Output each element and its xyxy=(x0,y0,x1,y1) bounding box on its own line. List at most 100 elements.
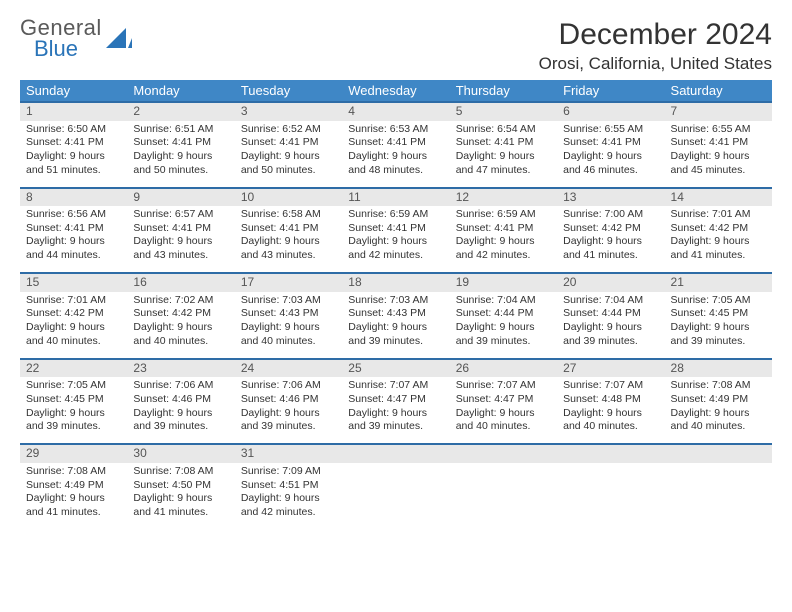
day-cell: 28Sunrise: 7:08 AMSunset: 4:49 PMDayligh… xyxy=(665,359,772,445)
sunset-line: Sunset: 4:42 PM xyxy=(563,222,658,236)
daylight-line2: and 44 minutes. xyxy=(26,249,121,263)
sunset-line: Sunset: 4:50 PM xyxy=(133,479,228,493)
daylight-line2: and 42 minutes. xyxy=(348,249,443,263)
day-number: 25 xyxy=(342,360,449,378)
daylight-line2: and 50 minutes. xyxy=(133,164,228,178)
day-cell: 29Sunrise: 7:08 AMSunset: 4:49 PMDayligh… xyxy=(20,444,127,529)
daylight-line1: Daylight: 9 hours xyxy=(133,321,228,335)
day-number: 18 xyxy=(342,274,449,292)
sunrise-line: Sunrise: 7:08 AM xyxy=(133,465,228,479)
day-header: Monday xyxy=(127,80,234,102)
sunset-line: Sunset: 4:41 PM xyxy=(348,222,443,236)
day-cell xyxy=(342,444,449,529)
day-body: Sunrise: 7:08 AMSunset: 4:49 PMDaylight:… xyxy=(665,377,772,443)
day-number: 4 xyxy=(342,103,449,121)
day-cell: 5Sunrise: 6:54 AMSunset: 4:41 PMDaylight… xyxy=(450,102,557,188)
day-body: Sunrise: 6:58 AMSunset: 4:41 PMDaylight:… xyxy=(235,206,342,272)
sunrise-line: Sunrise: 7:07 AM xyxy=(456,379,551,393)
day-number: 28 xyxy=(665,360,772,378)
daylight-line1: Daylight: 9 hours xyxy=(26,150,121,164)
sunrise-line: Sunrise: 6:56 AM xyxy=(26,208,121,222)
sunset-line: Sunset: 4:41 PM xyxy=(241,222,336,236)
daylight-line2: and 43 minutes. xyxy=(133,249,228,263)
daylight-line2: and 39 minutes. xyxy=(348,335,443,349)
day-cell xyxy=(665,444,772,529)
daylight-line1: Daylight: 9 hours xyxy=(26,492,121,506)
day-cell: 27Sunrise: 7:07 AMSunset: 4:48 PMDayligh… xyxy=(557,359,664,445)
daylight-line1: Daylight: 9 hours xyxy=(456,150,551,164)
sunset-line: Sunset: 4:45 PM xyxy=(671,307,766,321)
daylight-line2: and 41 minutes. xyxy=(26,506,121,520)
day-number: 5 xyxy=(450,103,557,121)
day-cell: 24Sunrise: 7:06 AMSunset: 4:46 PMDayligh… xyxy=(235,359,342,445)
day-cell: 8Sunrise: 6:56 AMSunset: 4:41 PMDaylight… xyxy=(20,188,127,274)
daylight-line1: Daylight: 9 hours xyxy=(456,407,551,421)
sunrise-line: Sunrise: 7:03 AM xyxy=(348,294,443,308)
sunrise-line: Sunrise: 7:09 AM xyxy=(241,465,336,479)
daylight-line2: and 40 minutes. xyxy=(456,420,551,434)
day-header-row: SundayMondayTuesdayWednesdayThursdayFrid… xyxy=(20,80,772,102)
day-number: 11 xyxy=(342,189,449,207)
day-header: Saturday xyxy=(665,80,772,102)
daylight-line2: and 47 minutes. xyxy=(456,164,551,178)
daylight-line1: Daylight: 9 hours xyxy=(563,321,658,335)
sunset-line: Sunset: 4:45 PM xyxy=(26,393,121,407)
day-body: Sunrise: 6:50 AMSunset: 4:41 PMDaylight:… xyxy=(20,121,127,187)
calendar-head: SundayMondayTuesdayWednesdayThursdayFrid… xyxy=(20,80,772,102)
logo-sail-icon xyxy=(106,26,132,55)
day-header: Tuesday xyxy=(235,80,342,102)
day-body: Sunrise: 7:07 AMSunset: 4:47 PMDaylight:… xyxy=(450,377,557,443)
daylight-line1: Daylight: 9 hours xyxy=(133,492,228,506)
daylight-line1: Daylight: 9 hours xyxy=(348,150,443,164)
sunrise-line: Sunrise: 6:59 AM xyxy=(456,208,551,222)
sunrise-line: Sunrise: 6:54 AM xyxy=(456,123,551,137)
day-cell: 7Sunrise: 6:55 AMSunset: 4:41 PMDaylight… xyxy=(665,102,772,188)
daylight-line2: and 39 minutes. xyxy=(348,420,443,434)
daylight-line2: and 39 minutes. xyxy=(241,420,336,434)
day-number: 24 xyxy=(235,360,342,378)
sunset-line: Sunset: 4:41 PM xyxy=(456,136,551,150)
day-body-empty xyxy=(342,463,449,529)
day-cell: 22Sunrise: 7:05 AMSunset: 4:45 PMDayligh… xyxy=(20,359,127,445)
calendar-table: SundayMondayTuesdayWednesdayThursdayFrid… xyxy=(20,80,772,529)
day-body: Sunrise: 7:04 AMSunset: 4:44 PMDaylight:… xyxy=(557,292,664,358)
location-label: Orosi, California, United States xyxy=(539,54,772,74)
daylight-line2: and 40 minutes. xyxy=(241,335,336,349)
day-body: Sunrise: 6:57 AMSunset: 4:41 PMDaylight:… xyxy=(127,206,234,272)
day-number: 9 xyxy=(127,189,234,207)
day-body: Sunrise: 7:07 AMSunset: 4:47 PMDaylight:… xyxy=(342,377,449,443)
day-body: Sunrise: 6:54 AMSunset: 4:41 PMDaylight:… xyxy=(450,121,557,187)
day-number: 2 xyxy=(127,103,234,121)
daylight-line2: and 40 minutes. xyxy=(26,335,121,349)
day-body: Sunrise: 7:05 AMSunset: 4:45 PMDaylight:… xyxy=(20,377,127,443)
day-body: Sunrise: 6:55 AMSunset: 4:41 PMDaylight:… xyxy=(557,121,664,187)
daylight-line1: Daylight: 9 hours xyxy=(671,235,766,249)
sunset-line: Sunset: 4:44 PM xyxy=(563,307,658,321)
day-number: 12 xyxy=(450,189,557,207)
sunset-line: Sunset: 4:42 PM xyxy=(26,307,121,321)
sunset-line: Sunset: 4:44 PM xyxy=(456,307,551,321)
sunrise-line: Sunrise: 6:50 AM xyxy=(26,123,121,137)
daylight-line1: Daylight: 9 hours xyxy=(671,321,766,335)
daylight-line1: Daylight: 9 hours xyxy=(563,407,658,421)
sunrise-line: Sunrise: 7:03 AM xyxy=(241,294,336,308)
day-body: Sunrise: 7:08 AMSunset: 4:49 PMDaylight:… xyxy=(20,463,127,529)
day-cell: 6Sunrise: 6:55 AMSunset: 4:41 PMDaylight… xyxy=(557,102,664,188)
day-body-empty xyxy=(557,463,664,529)
day-number: 23 xyxy=(127,360,234,378)
week-row: 1Sunrise: 6:50 AMSunset: 4:41 PMDaylight… xyxy=(20,102,772,188)
day-number-empty xyxy=(665,445,772,463)
daylight-line1: Daylight: 9 hours xyxy=(26,321,121,335)
day-number: 17 xyxy=(235,274,342,292)
daylight-line2: and 39 minutes. xyxy=(133,420,228,434)
sunset-line: Sunset: 4:49 PM xyxy=(26,479,121,493)
daylight-line2: and 42 minutes. xyxy=(456,249,551,263)
day-cell: 15Sunrise: 7:01 AMSunset: 4:42 PMDayligh… xyxy=(20,273,127,359)
day-cell: 23Sunrise: 7:06 AMSunset: 4:46 PMDayligh… xyxy=(127,359,234,445)
day-number: 13 xyxy=(557,189,664,207)
day-cell: 3Sunrise: 6:52 AMSunset: 4:41 PMDaylight… xyxy=(235,102,342,188)
daylight-line2: and 41 minutes. xyxy=(563,249,658,263)
daylight-line1: Daylight: 9 hours xyxy=(133,235,228,249)
sunrise-line: Sunrise: 7:07 AM xyxy=(348,379,443,393)
day-cell: 16Sunrise: 7:02 AMSunset: 4:42 PMDayligh… xyxy=(127,273,234,359)
